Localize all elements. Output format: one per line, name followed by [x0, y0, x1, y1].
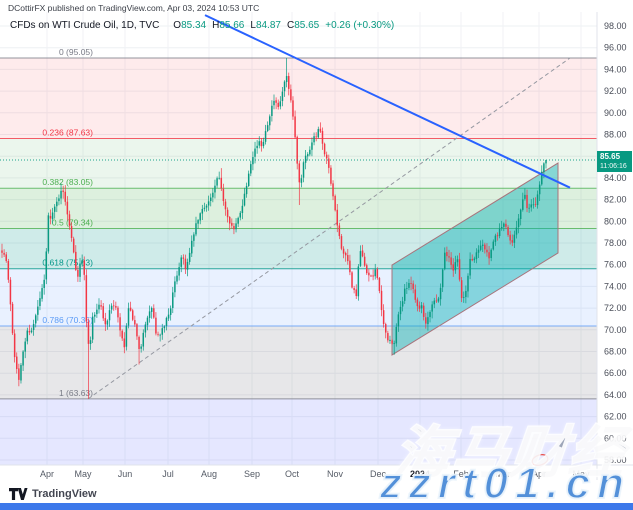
- svg-text:78.00: 78.00: [604, 238, 627, 248]
- svg-text:94.00: 94.00: [604, 64, 627, 74]
- svg-text:Sep: Sep: [244, 469, 260, 479]
- symbol-legend[interactable]: CFDs on WTI Crude Oil, 1D, TVC O85.34 H85.…: [10, 20, 394, 31]
- candlestick-series: [1, 58, 547, 399]
- svg-text:80.00: 80.00: [604, 216, 627, 226]
- close-key: C: [286, 20, 295, 31]
- fib-label: 0.382 (83.05): [42, 177, 93, 187]
- bar-countdown: 11:06:16: [600, 163, 627, 170]
- bottom-blue-bar: [0, 503, 633, 510]
- fib-label: 0.236 (87.63): [42, 128, 93, 138]
- fibonacci-levels[interactable]: 0 (95.05) 0.236 (87.63) 0.382 (83.05) 0.5 (…: [0, 47, 597, 400]
- fibonacci-bands: [0, 58, 597, 465]
- svg-text:68.00: 68.00: [604, 347, 627, 357]
- svg-text:70.00: 70.00: [604, 325, 627, 335]
- symbol-title[interactable]: CFDs on WTI Crude Oil, 1D, TVC: [10, 20, 160, 31]
- gridlines: [0, 12, 597, 465]
- low-value: 84.87: [255, 20, 281, 31]
- svg-text:Apr: Apr: [532, 469, 546, 479]
- svg-text:96.00: 96.00: [604, 43, 627, 53]
- high-key: H: [212, 20, 220, 31]
- tradingview-brand-text: TradingView: [32, 488, 97, 500]
- descending-trendline[interactable]: [204, 14, 571, 189]
- open-key: O: [173, 20, 182, 31]
- svg-text:60.00: 60.00: [604, 433, 627, 443]
- change-value: +0.26 (+0.30%): [325, 20, 395, 31]
- price-axis[interactable]: 98.0096.0094.0092.0090.0088.0086.0084.00…: [604, 21, 627, 465]
- svg-text:May: May: [74, 469, 92, 479]
- fib-label: 1 (63.63): [59, 388, 93, 398]
- svg-text:Oct: Oct: [285, 469, 300, 479]
- svg-text:62.00: 62.00: [604, 412, 627, 422]
- svg-text:Jun: Jun: [118, 469, 133, 479]
- fib-label: 0.5 (79.34): [52, 217, 93, 227]
- svg-text:76.00: 76.00: [604, 260, 627, 270]
- svg-text:Apr: Apr: [40, 469, 54, 479]
- watermark-url: zzrt01.cn: [379, 458, 631, 509]
- last-price: 85.65: [600, 152, 621, 161]
- last-price-badge: 85.65 11:06:16: [597, 151, 632, 172]
- svg-text:May: May: [572, 469, 590, 479]
- svg-text:90.00: 90.00: [604, 108, 627, 118]
- svg-text:Aug: Aug: [201, 469, 217, 479]
- close-value: 85.65: [294, 20, 320, 31]
- svg-text:84.00: 84.00: [604, 173, 627, 183]
- high-value: 85.66: [219, 20, 245, 31]
- svg-text:74.00: 74.00: [604, 281, 627, 291]
- svg-text:88.00: 88.00: [604, 130, 627, 140]
- svg-text:Jul: Jul: [162, 469, 174, 479]
- svg-text:66.00: 66.00: [604, 368, 627, 378]
- fib-label: 0.618 (75.63): [42, 258, 93, 268]
- fib-label: 0 (95.05): [59, 47, 93, 57]
- svg-text:Dec: Dec: [370, 469, 387, 479]
- svg-text:Feb: Feb: [453, 469, 469, 479]
- annotation-circle: [531, 454, 549, 466]
- fib-trendline-dashed[interactable]: [87, 57, 571, 400]
- low-key: L: [250, 20, 256, 31]
- tradingview-footer[interactable]: TradingView: [8, 487, 97, 501]
- svg-text:92.00: 92.00: [604, 86, 627, 96]
- svg-text:Nov: Nov: [327, 469, 344, 479]
- open-value: 85.34: [181, 20, 207, 31]
- svg-text:Mar: Mar: [495, 469, 511, 479]
- svg-text:58.00: 58.00: [604, 455, 627, 465]
- tradingview-logo-icon: [9, 488, 28, 500]
- svg-text:82.00: 82.00: [604, 195, 627, 205]
- fib-label: 0.786 (70.35): [42, 315, 93, 325]
- svg-text:64.00: 64.00: [604, 390, 627, 400]
- time-axis[interactable]: Apr May Jun Jul Aug Sep Oct Nov Dec 2024 Feb Mar Apr…: [40, 469, 590, 479]
- svg-text:2024: 2024: [410, 469, 430, 479]
- svg-text:72.00: 72.00: [604, 303, 627, 313]
- attribution-line: DCottirFX published on TradingView.com, …: [8, 3, 260, 13]
- svg-text:98.00: 98.00: [604, 21, 627, 31]
